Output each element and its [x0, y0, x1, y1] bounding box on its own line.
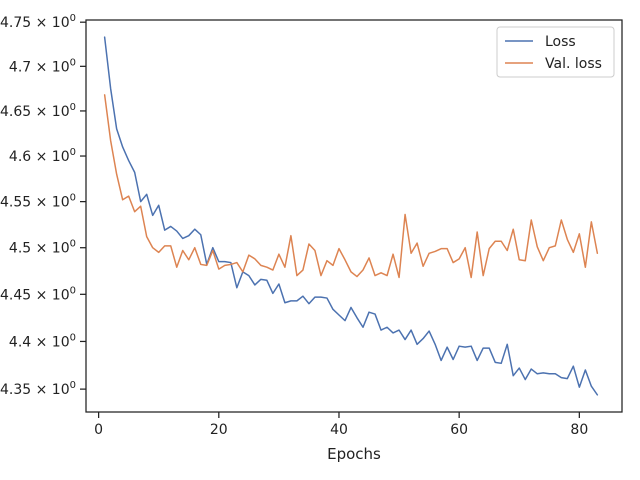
series-line-loss [103, 36, 599, 396]
x-tick-label: 60 [450, 422, 468, 438]
x-tick-label: 40 [330, 422, 348, 438]
legend: Loss Val. loss [496, 26, 615, 78]
legend-label-val-loss: Val. loss [545, 56, 602, 72]
x-axis-label: Epochs [327, 445, 381, 463]
y-tick-label: 4.7 × 100 [9, 57, 76, 75]
y-axis-ticks: 4.35 × 100 4.4 × 100 4.45 × 100 4.5 × 100 4.… [0, 13, 86, 398]
x-tick-label: 80 [570, 422, 588, 438]
x-axis-ticks: 0 20 40 60 80 [94, 412, 588, 438]
y-tick-label: 4.5 × 100 [9, 239, 76, 257]
y-tick-label: 4.35 × 100 [0, 380, 76, 398]
axes-frame [85, 19, 623, 413]
y-tick-label: 4.4 × 100 [9, 332, 76, 350]
legend-box [496, 26, 615, 78]
x-tick-label: 20 [210, 422, 228, 438]
series-layer [103, 36, 599, 396]
y-tick-label: 4.55 × 100 [0, 193, 76, 211]
x-tick-label: 0 [94, 422, 103, 438]
y-tick-label: 4.65 × 100 [0, 102, 76, 120]
series-line-val-loss [103, 94, 599, 279]
legend-label-loss: Loss [545, 34, 576, 50]
y-tick-label: 4.75 × 100 [0, 13, 76, 31]
y-tick-label: 4.6 × 100 [9, 147, 76, 165]
y-tick-label: 4.45 × 100 [0, 285, 76, 303]
